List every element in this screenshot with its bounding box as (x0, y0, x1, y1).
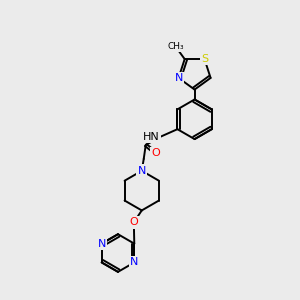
Text: N: N (138, 166, 146, 176)
Text: HN: HN (143, 132, 160, 142)
Text: N: N (174, 73, 183, 83)
Text: S: S (201, 54, 208, 64)
Text: CH₃: CH₃ (167, 42, 184, 51)
Text: O: O (130, 217, 138, 227)
Text: N: N (130, 257, 139, 267)
Text: N: N (98, 238, 106, 249)
Text: O: O (151, 148, 160, 158)
